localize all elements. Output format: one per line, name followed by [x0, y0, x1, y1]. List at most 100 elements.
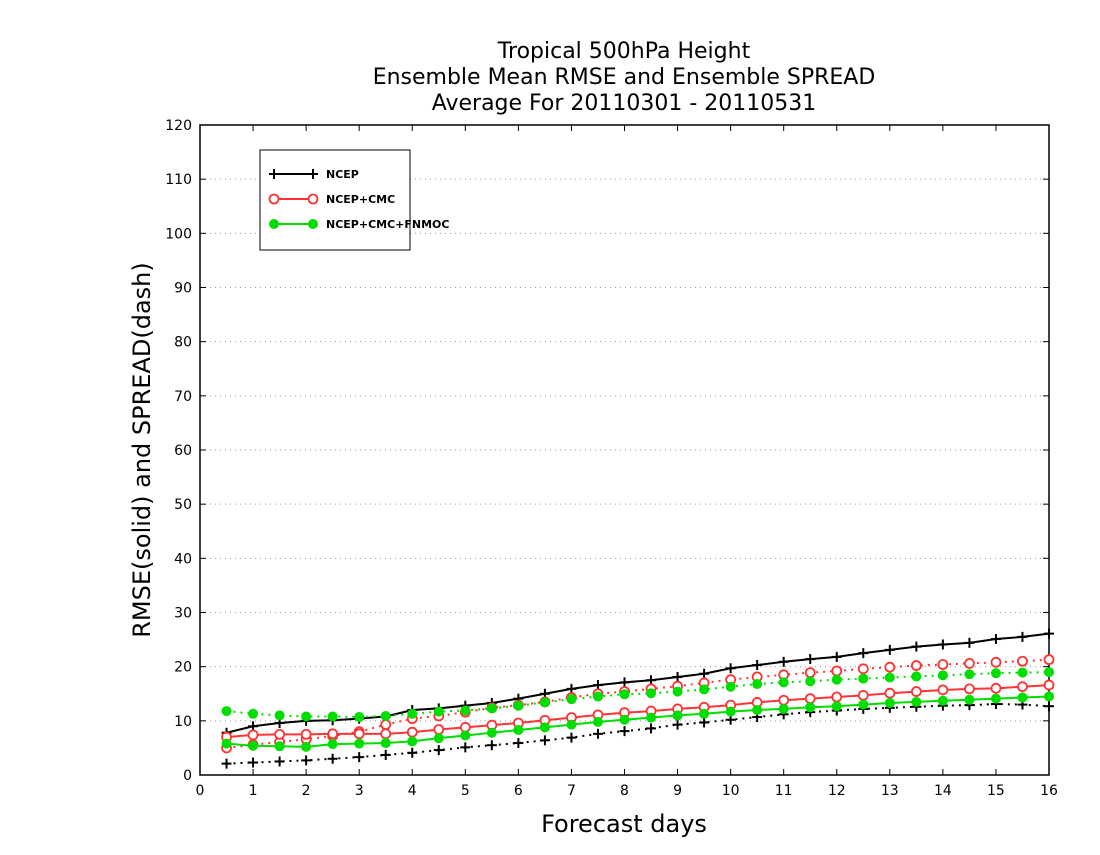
data-point-ncep-rmse: [778, 656, 789, 667]
series-line-ncep-cmc-fnmoc-rmse: [226, 695, 1050, 748]
data-point-ncep-cmc-fnmoc-spread: [805, 676, 816, 687]
y-tick-label: 0: [183, 768, 192, 784]
data-point-ncep-cmc-fnmoc-spread: [990, 668, 1001, 679]
series-ncep-cmc-spread: [221, 654, 1055, 754]
data-point-ncep-rmse: [805, 654, 816, 665]
legend-marker-ncep-end: [308, 169, 318, 179]
title-line-2: Ensemble Mean RMSE and Ensemble SPREAD: [373, 65, 876, 90]
data-point-ncep-cmc-fnmoc-spread: [937, 670, 948, 681]
data-point-ncep-cmc-fnmoc-rmse: [433, 733, 444, 744]
data-point-ncep-cmc-fnmoc-spread: [248, 708, 259, 719]
legend: NCEP NCEP+CMC NCEP+CMC+FNMOC: [259, 149, 449, 251]
data-point-ncep-cmc-fnmoc-spread: [646, 688, 657, 699]
data-point-ncep-spread: [699, 717, 710, 728]
y-tick-label: 70: [174, 389, 192, 405]
data-point-ncep-cmc-fnmoc-rmse: [327, 739, 338, 750]
data-point-ncep-cmc-fnmoc-spread: [354, 712, 365, 723]
y-axis-title: RMSE(solid) and SPREAD(dash): [128, 262, 156, 638]
data-point-ncep-cmc-rmse: [300, 728, 312, 740]
data-point-ncep-cmc-fnmoc-spread: [752, 679, 763, 689]
x-tick-label: 8: [620, 783, 629, 799]
data-point-ncep-cmc-fnmoc-rmse: [1044, 691, 1054, 702]
data-point-ncep-cmc-fnmoc-rmse: [248, 740, 259, 751]
legend-marker-ncep-cmc-fnmoc-start: [269, 219, 279, 229]
y-tick-label: 100: [165, 226, 192, 242]
data-point-ncep-cmc-fnmoc-rmse: [619, 714, 630, 725]
legend-label-ncep: NCEP: [326, 168, 359, 181]
data-point-ncep-cmc-fnmoc-rmse: [884, 697, 895, 708]
legend-marker-ncep-start: [269, 169, 279, 179]
data-point-ncep-cmc-fnmoc-rmse: [1017, 692, 1028, 703]
y-tick-label: 120: [165, 118, 192, 134]
data-point-ncep-cmc-fnmoc-rmse: [274, 741, 285, 752]
x-tick-label: 2: [302, 783, 311, 799]
data-point-ncep-cmc-fnmoc-spread: [221, 706, 232, 717]
data-point-ncep-cmc-fnmoc-rmse: [858, 699, 869, 710]
data-point-ncep-cmc-fnmoc-spread: [486, 703, 497, 714]
y-tick-label: 20: [174, 660, 192, 676]
data-point-ncep-cmc-spread: [380, 719, 392, 731]
data-point-ncep-cmc-fnmoc-rmse: [592, 716, 603, 727]
data-point-ncep-spread: [566, 732, 577, 743]
data-point-ncep-rmse: [937, 639, 948, 650]
data-point-ncep-spread: [486, 740, 497, 751]
data-point-ncep-spread: [221, 758, 232, 769]
data-point-ncep-spread: [433, 745, 444, 756]
x-tick-label: 0: [196, 783, 205, 799]
data-point-ncep-cmc-fnmoc-rmse: [937, 695, 948, 706]
data-point-ncep-cmc-fnmoc-spread: [964, 669, 975, 680]
data-point-ncep-cmc-fnmoc-rmse: [805, 702, 816, 713]
data-point-ncep-cmc-fnmoc-spread: [460, 705, 471, 716]
data-point-ncep-cmc-spread: [937, 659, 949, 670]
data-point-ncep-cmc-fnmoc-rmse: [672, 710, 683, 721]
x-tick-label: 10: [722, 783, 740, 799]
title-line-1: Tropical 500hPa Height: [497, 39, 751, 64]
data-point-ncep-spread: [301, 755, 312, 766]
data-point-ncep-spread: [619, 726, 630, 737]
data-point-ncep-rmse: [1017, 631, 1028, 642]
x-tick-label: 4: [408, 783, 417, 799]
data-point-ncep-cmc-fnmoc-rmse: [725, 706, 736, 717]
data-point-ncep-cmc-fnmoc-spread: [1044, 667, 1054, 678]
data-point-ncep-cmc-fnmoc-rmse: [460, 730, 471, 741]
data-point-ncep-cmc-fnmoc-spread: [725, 681, 736, 692]
data-point-ncep-rmse: [884, 644, 895, 655]
data-point-ncep-cmc-fnmoc-spread: [407, 708, 418, 719]
x-tick-label: 13: [881, 783, 899, 799]
data-point-ncep-cmc-fnmoc-rmse: [646, 712, 657, 723]
data-point-ncep-cmc-fnmoc-spread: [380, 710, 391, 721]
data-point-ncep-cmc-fnmoc-rmse: [354, 738, 365, 749]
data-point-ncep-cmc-rmse: [884, 687, 896, 699]
series-ncep-rmse: [221, 628, 1054, 738]
data-point-ncep-rmse: [752, 660, 763, 671]
data-point-ncep-cmc-fnmoc-spread: [911, 671, 922, 682]
grid-lines: [200, 178, 1049, 722]
x-axis-title: Forecast days: [541, 810, 707, 838]
series-ncep-cmc-fnmoc-rmse: [221, 691, 1054, 752]
data-point-ncep-spread: [1044, 701, 1054, 712]
data-point-ncep-spread: [539, 735, 550, 746]
data-point-ncep-cmc-rmse: [274, 728, 285, 740]
data-point-ncep-rmse: [990, 634, 1001, 645]
data-point-ncep-cmc-rmse: [433, 724, 445, 735]
data-point-ncep-rmse: [911, 641, 922, 652]
data-point-ncep-rmse: [1044, 628, 1054, 639]
data-point-ncep-cmc-fnmoc-spread: [619, 689, 630, 700]
data-point-ncep-cmc-rmse: [1043, 679, 1055, 691]
data-point-ncep-cmc-fnmoc-spread: [566, 694, 577, 705]
y-tick-label: 60: [174, 443, 192, 459]
data-point-ncep-cmc-spread: [910, 660, 922, 671]
y-tick-label: 110: [165, 172, 192, 188]
y-tick-label: 10: [174, 714, 192, 730]
data-point-ncep-cmc-fnmoc-spread: [831, 674, 842, 685]
data-point-ncep-rmse: [964, 637, 975, 648]
data-point-ncep-spread: [513, 738, 524, 749]
data-point-ncep-cmc-spread: [804, 667, 816, 679]
data-point-ncep-cmc-rmse: [857, 689, 869, 701]
data-point-ncep-cmc-fnmoc-spread: [327, 711, 338, 722]
data-point-ncep-cmc-fnmoc-spread: [513, 700, 524, 711]
data-point-ncep-spread: [646, 723, 657, 734]
legend-marker-ncep-cmc-fnmoc-end: [308, 219, 318, 229]
data-point-ncep-cmc-fnmoc-rmse: [752, 705, 763, 715]
